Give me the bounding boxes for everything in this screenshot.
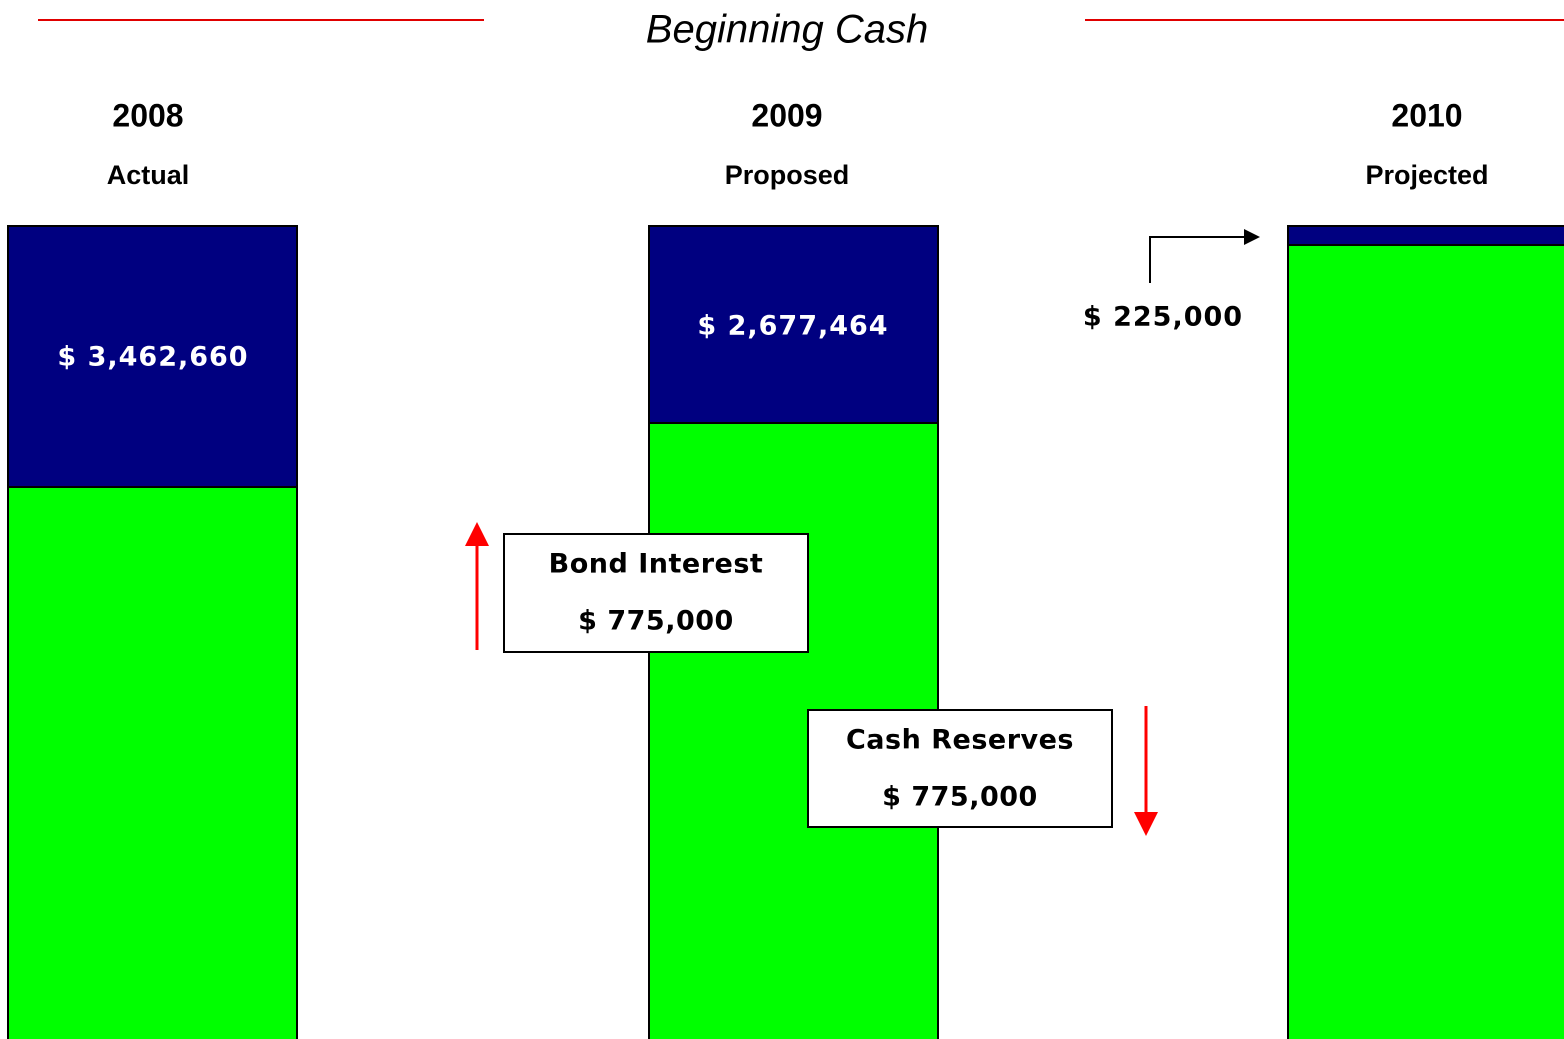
year: 2010	[1391, 97, 1462, 133]
bar-segment	[7, 225, 298, 488]
amount-label: $ 225,000	[1083, 302, 1243, 333]
amount-label: $ 2,677,464	[697, 311, 888, 342]
bar-segment	[1287, 244, 1564, 1039]
callout-box	[503, 533, 809, 653]
bar-segment	[7, 486, 298, 1039]
callout-amount: $ 775,000	[578, 606, 734, 637]
callout-label: Bond Interest	[549, 549, 764, 580]
callout-box	[807, 709, 1113, 828]
status: Projected	[1365, 160, 1488, 190]
year: 2009	[751, 97, 822, 133]
bar-segment	[648, 225, 939, 424]
amount-label: $ 3,462,660	[57, 342, 248, 373]
status: Actual	[107, 160, 190, 190]
arrow	[1149, 229, 1260, 283]
year: 2008	[112, 97, 183, 133]
callout-amount: $ 775,000	[882, 782, 1038, 813]
bar-segment	[1287, 225, 1564, 246]
title: Beginning Cash	[646, 8, 928, 52]
status: Proposed	[725, 160, 850, 190]
callout-label: Cash Reserves	[846, 725, 1074, 756]
